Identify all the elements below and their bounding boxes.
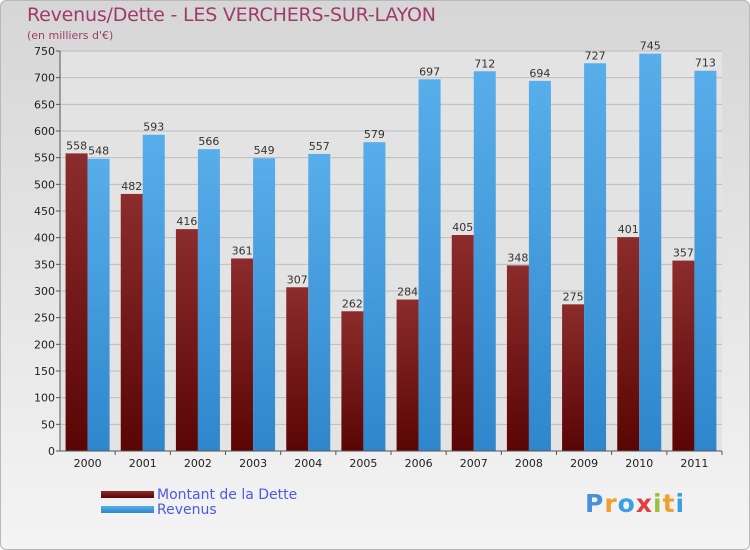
logo-letter: x bbox=[635, 489, 653, 518]
bar-dette-2010 bbox=[617, 237, 640, 451]
y-tick-label: 400 bbox=[34, 232, 55, 245]
data-label-dette-2000: 558 bbox=[66, 139, 87, 152]
bar-dette-2000 bbox=[65, 153, 88, 451]
proxiti-logo: Proxiti bbox=[585, 489, 685, 518]
y-tick-label: 550 bbox=[34, 152, 55, 165]
bar-revenus-2002 bbox=[197, 149, 220, 451]
bars-layer: 558 548 482 593 416 566 361 549 307 557 262 579 284 6… bbox=[65, 40, 717, 452]
data-label-dette-2005: 262 bbox=[342, 297, 363, 310]
y-tick-label: 700 bbox=[34, 72, 55, 85]
x-tick-label: 2001 bbox=[129, 457, 157, 470]
bar-dette-2002 bbox=[175, 229, 198, 451]
x-tick-label: 2000 bbox=[74, 457, 102, 470]
bar-revenus-2004 bbox=[308, 153, 331, 451]
bar-revenus-2007 bbox=[473, 71, 496, 452]
x-tick-label: 2003 bbox=[239, 457, 267, 470]
y-tick-label: 500 bbox=[34, 178, 55, 191]
x-tick-label: 2010 bbox=[625, 457, 653, 470]
x-tick-label: 2004 bbox=[294, 457, 322, 470]
y-tick-label: 150 bbox=[34, 365, 55, 378]
bar-dette-2001 bbox=[120, 193, 143, 451]
y-tick-label: 650 bbox=[34, 98, 55, 111]
bar-dette-2008 bbox=[506, 265, 529, 451]
x-tick-label: 2007 bbox=[460, 457, 488, 470]
logo-letter: i bbox=[653, 489, 663, 518]
y-tick-label: 600 bbox=[34, 125, 55, 138]
data-label-dette-2003: 361 bbox=[232, 244, 253, 257]
data-label-revenus-2006: 697 bbox=[419, 65, 440, 78]
data-label-revenus-2002: 566 bbox=[198, 135, 219, 148]
bar-revenus-2011 bbox=[694, 70, 717, 451]
data-label-revenus-2001: 593 bbox=[143, 121, 164, 134]
y-tick-label: 200 bbox=[34, 338, 55, 351]
data-label-dette-2007: 405 bbox=[452, 221, 473, 234]
bar-dette-2003 bbox=[231, 258, 254, 451]
axis-layer: 0 50 100 150 200 250 300 350 400 450 500 550 600 650 7… bbox=[34, 45, 723, 470]
bar-revenus-2003 bbox=[253, 158, 276, 451]
y-tick-label: 350 bbox=[34, 258, 55, 271]
data-label-revenus-2008: 694 bbox=[529, 67, 550, 80]
legend-swatch-dette bbox=[101, 491, 154, 498]
data-label-revenus-2011: 713 bbox=[695, 57, 716, 70]
plot-area bbox=[60, 51, 722, 451]
y-tick-label: 450 bbox=[34, 205, 55, 218]
bar-dette-2005 bbox=[341, 311, 364, 451]
bar-revenus-2001 bbox=[142, 134, 165, 451]
data-label-dette-2004: 307 bbox=[287, 273, 308, 286]
chart-title: Revenus/Dette - LES VERCHERS-SUR-LAYON bbox=[27, 4, 436, 26]
x-tick-label: 2009 bbox=[570, 457, 598, 470]
data-label-revenus-2000: 548 bbox=[88, 145, 109, 158]
bar-dette-2006 bbox=[396, 299, 419, 451]
y-tick-label: 0 bbox=[48, 445, 55, 458]
bar-dette-2007 bbox=[451, 235, 474, 451]
bar-revenus-2006 bbox=[418, 79, 441, 452]
x-tick-label: 2005 bbox=[349, 457, 377, 470]
data-label-dette-2002: 416 bbox=[176, 215, 197, 228]
bar-revenus-2000 bbox=[87, 158, 110, 451]
grid-layer bbox=[60, 50, 722, 452]
logo-letter: i bbox=[675, 489, 686, 518]
legend-label-dette: Montant de la Dette bbox=[157, 487, 298, 503]
y-tick-label: 50 bbox=[41, 418, 55, 431]
data-label-dette-2010: 401 bbox=[618, 223, 639, 236]
data-label-revenus-2009: 727 bbox=[585, 49, 606, 62]
legend-swatch-revenus bbox=[101, 506, 154, 513]
data-label-revenus-2007: 712 bbox=[474, 57, 495, 70]
bar-revenus-2010 bbox=[639, 53, 662, 452]
data-label-revenus-2005: 579 bbox=[364, 128, 385, 141]
data-label-revenus-2003: 549 bbox=[254, 144, 275, 157]
bar-dette-2009 bbox=[562, 304, 585, 451]
data-label-dette-2001: 482 bbox=[121, 180, 142, 193]
x-tick-label: 2006 bbox=[405, 457, 433, 470]
y-tick-label: 300 bbox=[34, 285, 55, 298]
data-label-dette-2009: 275 bbox=[563, 290, 584, 303]
data-label-dette-2006: 284 bbox=[397, 286, 418, 299]
y-tick-label: 250 bbox=[34, 312, 55, 325]
bar-revenus-2009 bbox=[584, 63, 607, 452]
chart-subtitle: (en milliers d'€) bbox=[27, 29, 114, 42]
y-tick-label: 750 bbox=[34, 45, 55, 58]
data-label-revenus-2010: 745 bbox=[640, 40, 661, 53]
data-label-revenus-2004: 557 bbox=[309, 140, 330, 153]
bar-revenus-2005 bbox=[363, 142, 386, 451]
data-label-dette-2008: 348 bbox=[507, 251, 528, 264]
x-tick-label: 2002 bbox=[184, 457, 212, 470]
bar-revenus-2008 bbox=[528, 80, 551, 451]
logo-letter: o bbox=[617, 489, 636, 518]
data-label-dette-2011: 357 bbox=[673, 247, 694, 260]
bar-dette-2011 bbox=[672, 260, 695, 451]
logo-letter: r bbox=[604, 489, 618, 518]
logo-letter: P bbox=[585, 489, 605, 518]
logo-letter: t bbox=[662, 489, 676, 518]
legend-label-revenus: Revenus bbox=[157, 502, 217, 518]
bar-dette-2004 bbox=[286, 287, 309, 451]
x-tick-label: 2011 bbox=[680, 457, 708, 470]
x-tick-label: 2008 bbox=[515, 457, 543, 470]
y-tick-label: 100 bbox=[34, 392, 55, 405]
